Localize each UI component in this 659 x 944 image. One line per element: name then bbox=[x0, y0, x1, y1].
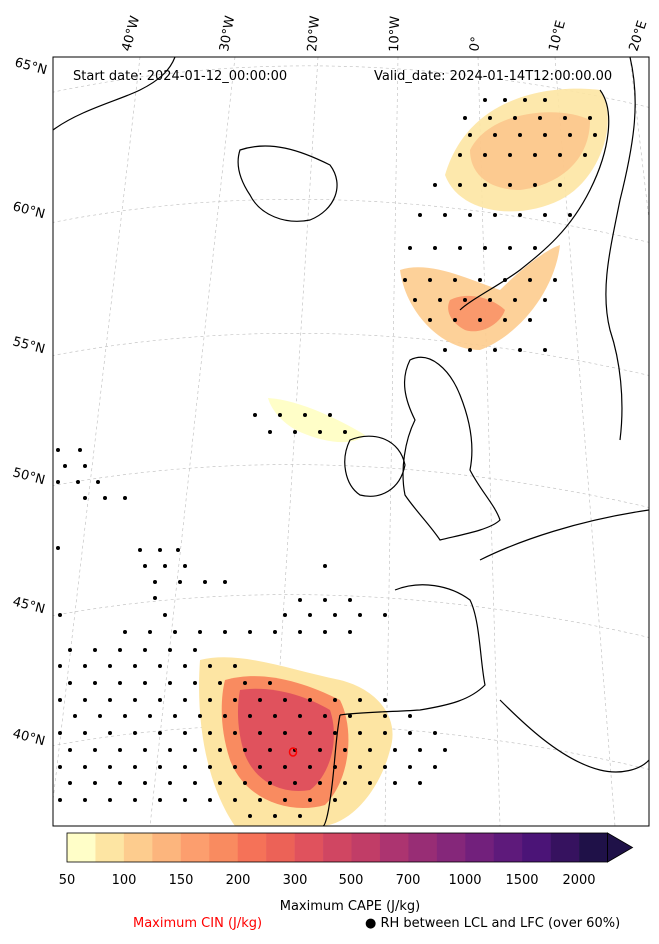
colorbar-segment bbox=[67, 833, 96, 862]
colorbar-extend-arrow bbox=[607, 832, 634, 863]
colorbar-segment bbox=[379, 833, 409, 862]
colorbar-segment bbox=[408, 833, 438, 862]
lat-label: 50°N bbox=[11, 465, 47, 488]
start-date-label: Start date: 2024-01-12_00:00:00 bbox=[73, 69, 287, 84]
valid-date-label: Valid_date: 2024-01-14T12:00:00.00 bbox=[374, 69, 612, 84]
colorbar-segment bbox=[237, 833, 267, 862]
lat-label: 40°N bbox=[11, 726, 47, 749]
colorbar-tick: 300 bbox=[283, 873, 308, 888]
colorbar-tick: 100 bbox=[112, 873, 137, 888]
map-frame bbox=[52, 56, 650, 827]
colorbar-segment bbox=[323, 833, 352, 862]
rh-legend: ● RH between LCL and LFC (over 60%) bbox=[365, 916, 621, 931]
cape-shading bbox=[199, 88, 608, 826]
lon-label: 40°W bbox=[119, 14, 143, 53]
colorbar-segment bbox=[266, 833, 295, 862]
rh-dots bbox=[56, 98, 597, 818]
lat-label: 55°N bbox=[11, 334, 47, 357]
colorbar-tick: 1500 bbox=[505, 873, 538, 888]
colorbar-tick: 700 bbox=[396, 873, 421, 888]
cin-contour bbox=[288, 747, 298, 757]
colorbar-segment bbox=[550, 833, 580, 862]
colorbar-ticks: 50 100 150 200 300 500 700 1000 1500 200… bbox=[59, 873, 596, 888]
colorbar bbox=[66, 832, 634, 863]
colorbar-tick: 1000 bbox=[448, 873, 481, 888]
colorbar-segment bbox=[436, 833, 466, 862]
lon-label: 10°W bbox=[387, 16, 403, 53]
colorbar-segment bbox=[180, 833, 210, 862]
colorbar-outline bbox=[66, 832, 608, 863]
colorbar-segment bbox=[123, 833, 153, 862]
colorbar-segment bbox=[152, 833, 182, 862]
colorbar-tick: 2000 bbox=[562, 873, 595, 888]
colorbar-tick: 150 bbox=[169, 873, 194, 888]
lon-label: 30°W bbox=[217, 15, 238, 53]
colorbar-segment bbox=[493, 833, 523, 862]
lat-label: 65°N bbox=[13, 55, 49, 78]
lon-label: 20°E bbox=[627, 19, 651, 53]
colorbar-segment bbox=[522, 833, 551, 862]
lat-label: 60°N bbox=[11, 199, 47, 222]
colorbar-segment bbox=[294, 833, 324, 862]
colorbar-segment bbox=[465, 833, 495, 862]
coastlines bbox=[53, 57, 649, 826]
colorbar-segment bbox=[579, 833, 608, 862]
colorbar-tick: 50 bbox=[59, 873, 76, 888]
lat-label: 45°N bbox=[11, 594, 47, 617]
colorbar-segment bbox=[351, 833, 381, 862]
colorbar-tick: 200 bbox=[226, 873, 251, 888]
cin-legend: Maximum CIN (J/kg) bbox=[133, 916, 263, 931]
lon-label: 10°E bbox=[546, 19, 569, 53]
lon-label: 0° bbox=[467, 36, 484, 53]
colorbar-segment bbox=[95, 833, 125, 862]
lon-label: 20°W bbox=[305, 15, 323, 52]
colorbar-segment bbox=[209, 833, 238, 862]
colorbar-label: Maximum CAPE (J/kg) bbox=[279, 899, 421, 914]
colorbar-tick: 500 bbox=[339, 873, 364, 888]
